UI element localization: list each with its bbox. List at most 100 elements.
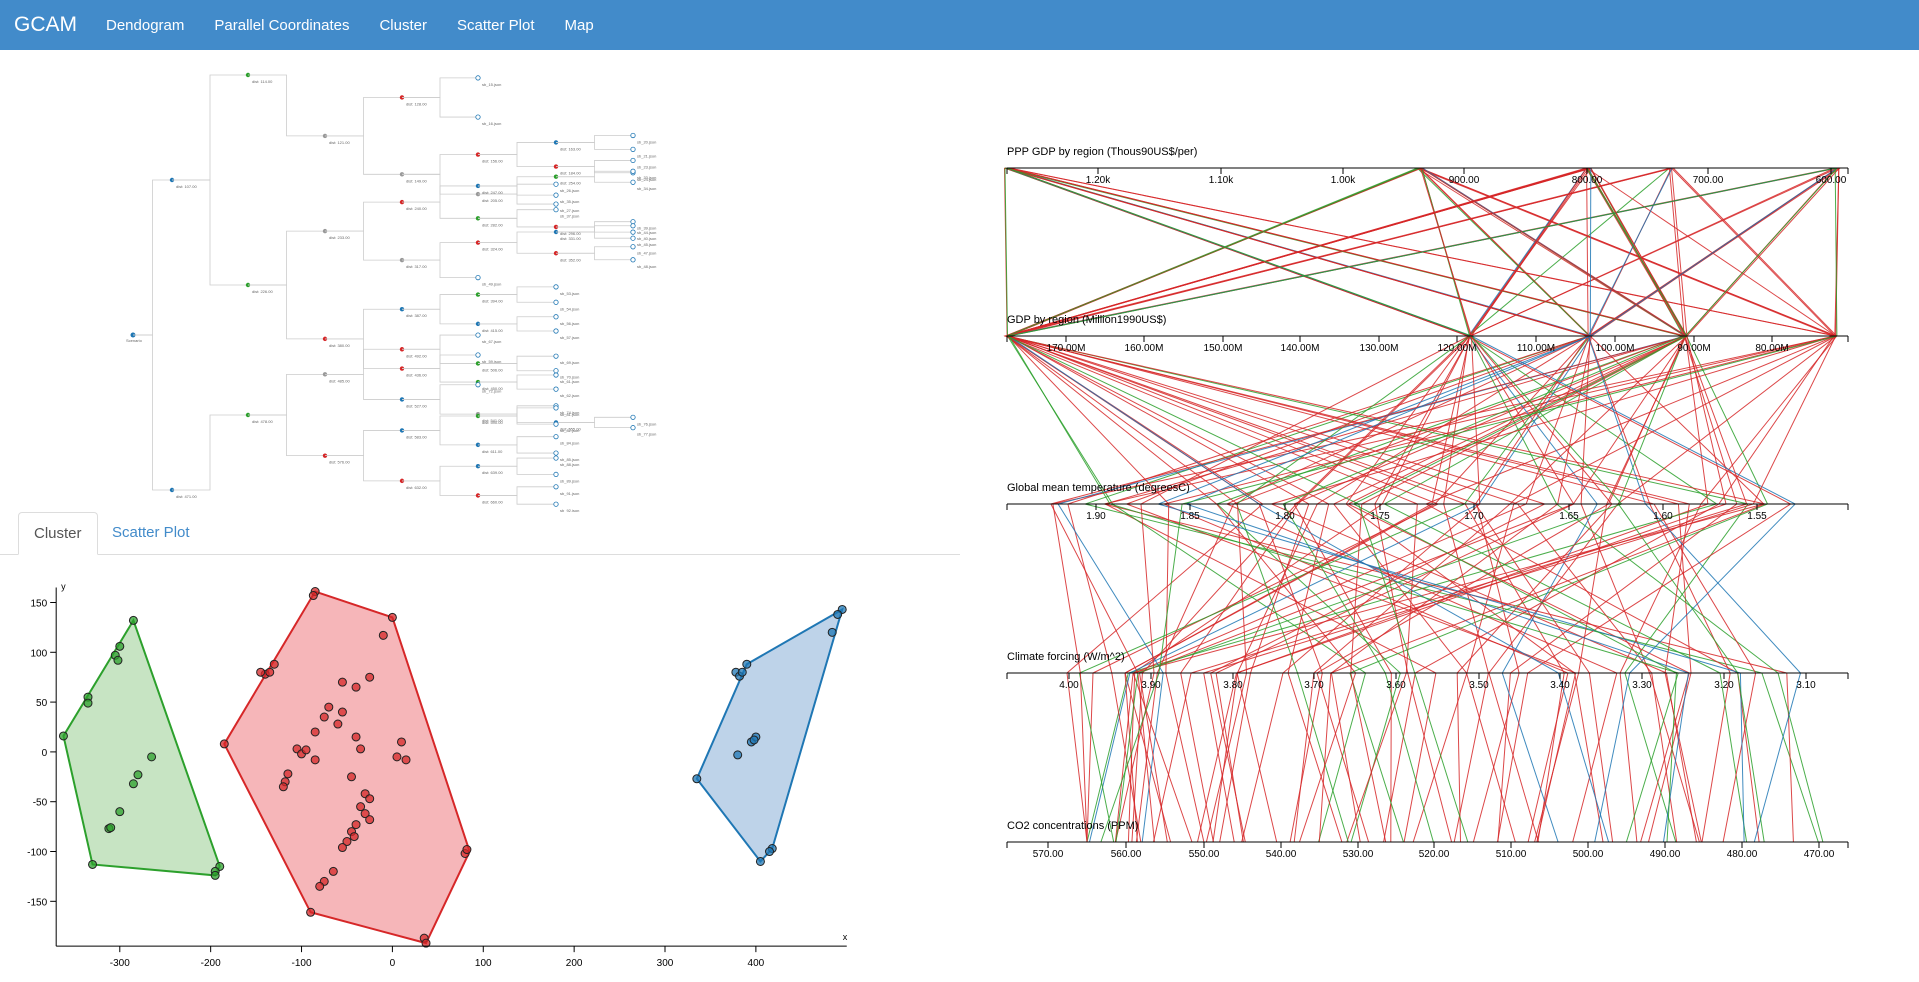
pc-tick-label: 3.60 [1386,680,1406,691]
pc-tick-label: 520.00 [1419,849,1450,860]
dendrogram-node-label: dist: 394.00 [482,299,503,304]
polyline [1617,167,1838,843]
scatter-point [462,845,472,855]
polyline [1456,167,1613,843]
polyline [1474,167,1614,843]
scatter-point [396,737,406,747]
polyline [1057,167,1688,843]
dendrogram-link [402,308,478,325]
dendrogram-link [478,316,556,325]
x-tick-label: 400 [748,958,765,969]
x-tick-label: -200 [201,958,221,969]
polyline [1004,167,1749,843]
dendrogram-node-label: dist: 317.00 [406,264,427,269]
dendrogram-node-label: dist: 331.00 [560,236,581,241]
navbar-brand[interactable]: GCAM [14,13,77,36]
pc-tick-label: 500.00 [1573,849,1604,860]
dendrogram-link [478,374,556,383]
dendrogram-leaf [553,484,559,490]
nav-link-scatter-plot[interactable]: Scatter Plot [456,16,535,34]
dendrogram-leaf [630,132,636,139]
dendrogram-node-label: dist: 485.00 [329,378,350,383]
dendrogram-node-label: dist: 233.00 [329,235,350,240]
scatter-point [342,837,352,847]
dendrogram-node-label: dist: 254.00 [560,181,581,186]
dendrogram-leaf [475,114,481,120]
x-tick-label: 0 [390,958,396,969]
dendrogram-node-label: dist: 632.00 [406,485,427,490]
dendrogram-node-label: dist: 380.00 [329,343,350,348]
dendrogram-leaf-label: sb_47.json [637,251,656,256]
scatter-point [337,677,347,687]
pc-tick-label: 530.00 [1343,849,1374,860]
dendrogram-leaf-label: sb_53.json [560,291,579,296]
nav-link-dendogram[interactable]: Dendogram [106,16,185,34]
polyline [1006,167,1591,843]
dendrogram-link [556,416,633,423]
dendrogram-leaf [630,157,636,164]
scatter-point [310,755,320,765]
scatter-point [827,627,837,637]
dendrogram-link [556,231,633,239]
dendrogram-link [478,436,556,446]
dendrogram-link [325,135,402,175]
parallel-coordinates-chart: PPP GDP by region (Thous90US$/per) 1.20k 1… [1003,146,1849,860]
dendrogram-link [402,97,478,118]
dendrogram-leaf-label: sb_16.json [482,121,501,126]
dendrogram-leaf-label: sb_49.json [482,282,501,287]
polyline [1104,167,1840,843]
scatter-point [351,682,361,692]
scatter-point [421,938,431,948]
dendrogram-link [556,160,633,168]
dendrogram-leaf-label: sb_81.json [560,412,579,417]
pc-tick-label: 1.10k [1209,175,1234,186]
dendrogram-link [478,231,556,244]
dendrogram-leaf [553,314,559,320]
nav-link-parallel-coordinates[interactable]: Parallel Coordinates [214,16,350,34]
dendrogram-link [402,242,478,261]
dendrogram-leaf-label: sb_67.json [482,339,501,344]
dendrogram-leaf-label: sb_56.json [560,321,579,326]
scatter-point [269,659,279,669]
dendrogram-link [556,422,633,429]
dendrogram-node-label: dist: 450.00 [482,386,503,391]
pc-tick-label: 160.00M [1125,343,1164,354]
dendrogram-node-label: dist: 387.00 [406,313,427,318]
dendrogram-link [402,154,478,175]
scatter-point [256,667,266,677]
dendrogram-node-label: dist: 149.00 [406,178,427,183]
scatter-point [351,732,361,742]
scatter-point [765,847,775,857]
scatter-point [115,641,125,651]
dendrogram-leaf [553,372,559,378]
pc-tick-label: 3.90 [1141,680,1161,691]
dendrogram-link [402,334,478,350]
dendrogram-leaf-label: sb_62.json [560,393,579,398]
tab-scatter-plot[interactable]: Scatter Plot [112,524,190,541]
dendrogram-node-label: dist: 163.00 [560,146,581,151]
dendrogram-leaf [630,223,636,229]
nav-link-cluster[interactable]: Cluster [379,16,427,34]
pc-tick-label: 1.70 [1464,511,1484,522]
dendrogram-link [478,209,556,219]
tab-cluster[interactable]: Cluster [18,512,98,555]
dendrogram-node-label: dist: 541.00 [482,418,503,423]
pc-tick-label: 800.00 [1572,175,1603,186]
dendrogram-leaf-label: sb_37.json [560,214,579,219]
dendrogram-leaf-label: sb_61.json [560,379,579,384]
dendrogram-leaf-label: sb_20.json [637,139,656,144]
scatter-point [324,702,334,712]
scatter-point [401,755,411,765]
pc-tick-label: 4.00 [1059,680,1079,691]
dendrogram-leaf [630,235,636,241]
pc-tick-label: 510.00 [1496,849,1527,860]
nav-link-map[interactable]: Map [564,16,594,34]
scatter-point [301,745,311,755]
scatter-point [306,907,316,917]
dendrogram-leaf-label: sb_45.json [637,242,656,247]
navbar: GCAM Dendogram Parallel Coordinates Clus… [0,0,1919,50]
dendrogram-root-label: Scenario [126,338,143,343]
dendrogram-link [402,480,478,496]
polyline [1424,167,1837,843]
pc-tick-label: 600.00 [1816,175,1847,186]
